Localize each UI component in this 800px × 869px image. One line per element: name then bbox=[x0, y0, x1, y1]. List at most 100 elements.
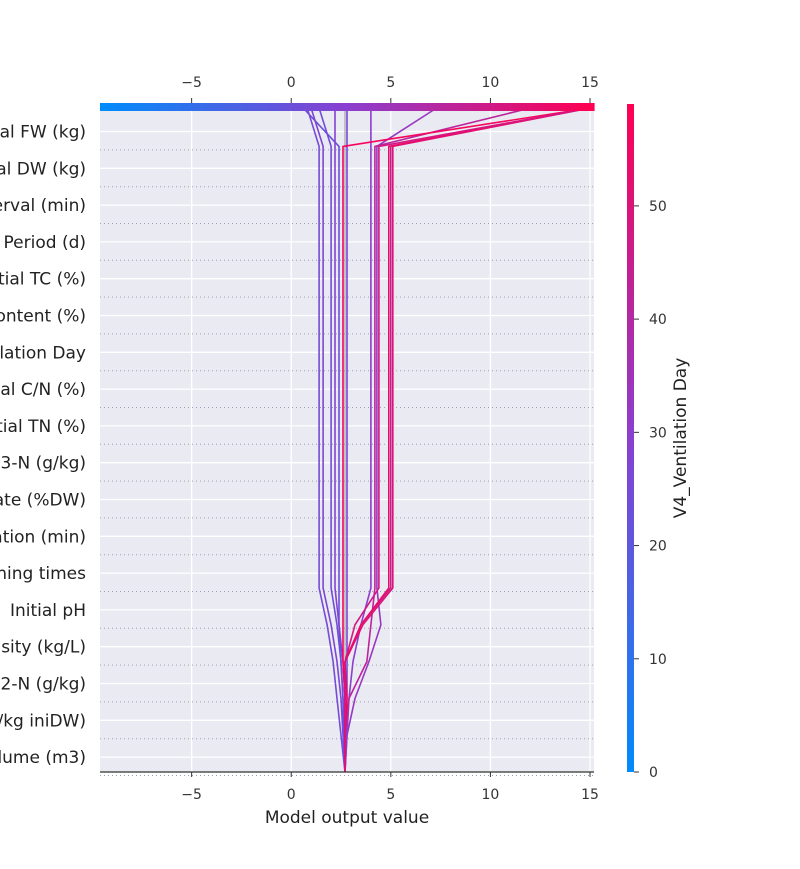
top-bar-segment bbox=[291, 103, 299, 111]
top-bar-segment bbox=[155, 103, 163, 111]
top-bar-segment bbox=[538, 103, 546, 111]
top-bar-segment bbox=[303, 103, 311, 111]
top-bar-segment bbox=[507, 103, 515, 111]
top-bar-segment bbox=[112, 103, 120, 111]
top-bar-segment bbox=[309, 103, 317, 111]
x-tick-label-top: 5 bbox=[386, 75, 395, 91]
top-bar-segment bbox=[587, 103, 595, 111]
decision-line bbox=[344, 107, 591, 772]
top-bar-segment bbox=[408, 103, 416, 111]
top-bar-segment bbox=[204, 103, 212, 111]
top-bar-segment bbox=[347, 103, 354, 111]
top-color-bar bbox=[100, 103, 595, 111]
top-bar-segment bbox=[180, 103, 188, 111]
top-bar-segment bbox=[106, 103, 113, 111]
top-bar-segment bbox=[396, 103, 404, 111]
feature-labels: al FW (kg) al DW (kg) erval (min) Period (d… bbox=[0, 123, 86, 769]
x-tick-label-top: 0 bbox=[287, 75, 296, 91]
top-bar-segment bbox=[526, 103, 533, 111]
top-bar-segment bbox=[544, 103, 552, 111]
top-bar-segment bbox=[495, 103, 502, 111]
decision-line bbox=[342, 107, 591, 772]
top-bar-segment bbox=[421, 103, 428, 111]
top-bar-segment bbox=[353, 103, 360, 111]
top-bar-segment bbox=[390, 103, 397, 111]
feature-label: Initial pH bbox=[10, 601, 86, 621]
top-bar-segment bbox=[100, 103, 107, 111]
decision-line bbox=[306, 107, 346, 773]
top-bar-segment bbox=[174, 103, 181, 111]
top-bar-segment bbox=[519, 103, 527, 111]
x-tick-label: 10 bbox=[482, 787, 500, 803]
colorbar-tick-label: 30 bbox=[649, 425, 667, 441]
top-bar-segment bbox=[248, 103, 255, 111]
top-bar-segment bbox=[297, 103, 305, 111]
decision-line bbox=[344, 107, 531, 772]
colorbar-tick-label: 50 bbox=[649, 199, 667, 215]
x-axis-top: −5 0 5 10 15 bbox=[181, 75, 599, 103]
decision-line bbox=[318, 107, 346, 773]
decision-line bbox=[344, 107, 438, 773]
top-bar-segment bbox=[211, 103, 218, 111]
top-bar-segment bbox=[272, 103, 280, 111]
top-bar-segment bbox=[470, 103, 478, 111]
x-tick-label: 0 bbox=[287, 787, 296, 803]
colorbar-ticks: 0 10 20 30 40 50 bbox=[634, 199, 667, 781]
top-bar-segment bbox=[550, 103, 558, 111]
colorbar-tick-label: 20 bbox=[649, 539, 667, 555]
feature-label: 2-N (g/kg) bbox=[1, 675, 87, 695]
top-bar-segment bbox=[229, 103, 237, 111]
top-bar-segment bbox=[414, 103, 422, 111]
top-bar-segment bbox=[340, 103, 348, 111]
x-tick-label-top: −5 bbox=[181, 75, 202, 91]
top-bar-segment bbox=[322, 103, 330, 111]
top-bar-segment bbox=[569, 103, 577, 111]
feature-label: ation (min) bbox=[0, 527, 86, 547]
top-bar-segment bbox=[575, 103, 583, 111]
top-bar-segment bbox=[476, 103, 484, 111]
feature-label: /kg iniDW) bbox=[0, 711, 86, 731]
top-bar-segment bbox=[254, 103, 262, 111]
feature-label: al FW (kg) bbox=[0, 123, 86, 143]
top-bar-segment bbox=[198, 103, 206, 111]
top-bar-segment bbox=[464, 103, 472, 111]
top-bar-segment bbox=[501, 103, 509, 111]
top-bar-segment bbox=[359, 103, 367, 111]
feature-label: ontent (%) bbox=[0, 307, 86, 327]
top-bar-segment bbox=[482, 103, 490, 111]
feature-label: ning times bbox=[0, 564, 86, 584]
top-bar-segment bbox=[371, 103, 379, 111]
top-bar-segment bbox=[130, 103, 138, 111]
top-bar-segment bbox=[223, 103, 231, 111]
x-axis-bottom: −5 0 5 10 15 bbox=[181, 772, 599, 803]
top-bar-segment bbox=[149, 103, 157, 111]
top-bar-segment bbox=[328, 103, 336, 111]
feature-label: erval (min) bbox=[0, 196, 86, 216]
top-bar-segment bbox=[143, 103, 150, 111]
top-bar-segment bbox=[439, 103, 447, 111]
top-bar-segment bbox=[266, 103, 274, 111]
top-bar-segment bbox=[427, 103, 435, 111]
x-tick-label: 15 bbox=[581, 787, 599, 803]
top-bar-segment bbox=[365, 103, 373, 111]
feature-label: tial TC (%) bbox=[0, 270, 86, 290]
top-bar-segment bbox=[384, 103, 391, 111]
decision-lines bbox=[302, 107, 591, 773]
top-bar-segment bbox=[556, 103, 564, 111]
feature-label: ate (%DW) bbox=[0, 491, 86, 511]
colorbar-tick-label: 10 bbox=[649, 652, 667, 668]
top-bar-segment bbox=[242, 103, 249, 111]
top-bar-segment bbox=[167, 103, 175, 111]
feature-label: al C/N (%) bbox=[0, 380, 86, 400]
decision-line bbox=[344, 108, 348, 773]
top-bar-segment bbox=[316, 103, 323, 111]
feature-label: tial TN (%) bbox=[0, 417, 86, 437]
top-bar-segment bbox=[279, 103, 286, 111]
feature-label: lume (m3) bbox=[0, 748, 86, 768]
feature-label: lation Day bbox=[0, 343, 86, 363]
x-tick-label-top: 15 bbox=[581, 75, 599, 91]
decision-line bbox=[310, 107, 346, 773]
top-bar-segment bbox=[334, 103, 342, 111]
top-bar-segment bbox=[124, 103, 132, 111]
